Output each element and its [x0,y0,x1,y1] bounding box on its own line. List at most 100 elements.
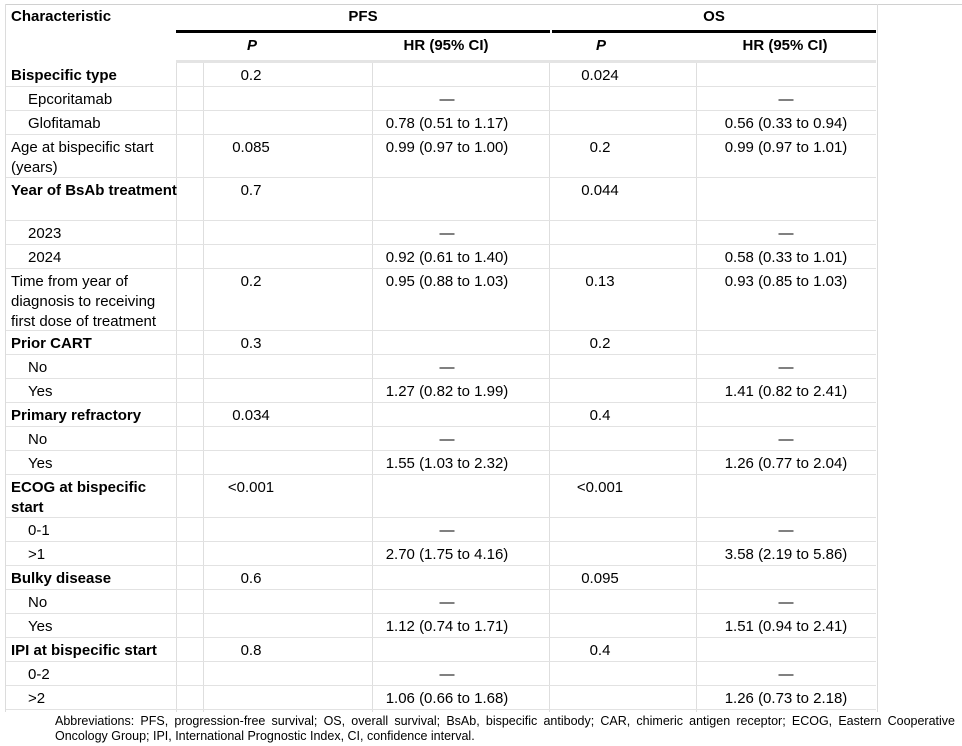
row-label: Year of BsAb treatment [11,182,177,199]
os-hazard-ratio: — [778,91,794,108]
row-label: Prior CART [11,335,92,352]
pfs-hazard-ratio: 0.95 (0.88 to 1.03) [385,273,509,290]
row-label: Glofitamab [28,115,101,132]
column-divider [549,63,550,712]
column-divider [176,63,177,712]
column-divider [696,63,697,712]
table-row: Bulky disease 0.6 0.095 [6,566,876,590]
os-hazard-ratio: 0.58 (0.33 to 1.01) [724,249,848,266]
pfs-hazard-ratio: — [439,666,455,683]
pfs-hazard-ratio: — [439,522,455,539]
row-label: No [28,359,48,376]
header-pfs: PFS [348,8,378,25]
row-label: Yes [28,618,53,635]
pfs-hazard-ratio: — [439,91,455,108]
pfs-hazard-ratio: 1.06 (0.66 to 1.68) [385,690,509,707]
row-label: No [28,594,48,611]
pfs-p-value: 0.2 [240,67,262,84]
header-characteristic: Characteristic [11,8,112,25]
os-p-value: <0.001 [576,479,624,496]
row-label: >2 [28,690,46,707]
row-label: Time from year of diagnosis to receiving… [11,273,157,330]
os-p-value: 0.024 [581,67,619,84]
pfs-hazard-ratio: 1.12 (0.74 to 1.71) [385,618,509,635]
table-row: Glofitamab 0.78 (0.51 to 1.17) 0.56 (0.33 … [6,111,876,135]
table-row: >1 2.70 (1.75 to 4.16) 3.58 (2.19 to 5.86) [6,542,876,566]
footnote: Abbreviations: PFS, progression-free sur… [55,714,955,743]
pfs-hazard-ratio: — [439,225,455,242]
table-frame [5,4,878,712]
os-hazard-ratio: 0.93 (0.85 to 1.03) [724,273,848,290]
table-row: No — — [6,355,876,379]
pfs-hazard-ratio: 1.55 (1.03 to 2.32) [385,455,509,472]
os-hazard-ratio: — [778,522,794,539]
header-pfs-hr: HR (95% CI) [403,37,489,54]
top-border [5,4,962,5]
row-label: Primary refractory [11,407,142,424]
table-row: >2 1.06 (0.66 to 1.68) 1.26 (0.73 to 2.18) [6,686,876,710]
table-row: 2023 — — [6,221,876,245]
pfs-hazard-ratio: 2.70 (1.75 to 4.16) [385,546,509,563]
os-p-value: 0.4 [589,642,611,659]
os-p-value: 0.13 [585,273,615,290]
pfs-p-value: 0.2 [240,273,262,290]
pfs-p-value: 0.8 [240,642,262,659]
table-row: Primary refractory 0.034 0.4 [6,403,876,427]
pfs-p-value: 0.085 [232,139,270,156]
pfs-p-value: 0.6 [240,570,262,587]
os-hazard-ratio: 0.56 (0.33 to 0.94) [724,115,848,132]
os-hazard-ratio: 0.99 (0.97 to 1.01) [724,139,848,156]
os-p-value: 0.2 [589,139,611,156]
table-row: 0-1 — — [6,518,876,542]
row-label: 0-2 [28,666,50,683]
os-p-value: 0.044 [581,182,619,199]
row-label: Yes [28,383,53,400]
os-hazard-ratio: 1.41 (0.82 to 2.41) [724,383,848,400]
table-row: 0-2 — — [6,662,876,686]
row-label: 2024 [28,249,62,266]
header-os-hr: HR (95% CI) [742,37,828,54]
os-hazard-ratio: 1.51 (0.94 to 2.41) [724,618,848,635]
row-label: Epcoritamab [28,91,113,108]
os-hazard-ratio: — [778,431,794,448]
row-label: >1 [28,546,46,563]
table-row: 2024 0.92 (0.61 to 1.40) 0.58 (0.33 to 1.0… [6,245,876,269]
pfs-p-value: 0.7 [240,182,262,199]
table-row: No — — [6,427,876,451]
table-row: Yes 1.55 (1.03 to 2.32) 1.26 (0.77 to 2.04… [6,451,876,475]
row-label: Age at bispecific start (years) [11,139,154,176]
column-divider [203,63,204,712]
header-os: OS [703,8,725,25]
os-hazard-ratio: — [778,594,794,611]
os-hazard-ratio: — [778,225,794,242]
pfs-hazard-ratio: — [439,594,455,611]
table-row: Year of BsAb treatment 0.7 0.044 [6,178,876,221]
column-divider [372,63,373,712]
os-p-value: 0.095 [581,570,619,587]
os-p-value: 0.2 [589,335,611,352]
pfs-hazard-ratio: 0.78 (0.51 to 1.17) [385,115,509,132]
row-label: No [28,431,48,448]
row-label: 0-1 [28,522,50,539]
row-label: Yes [28,455,53,472]
table-row: Time from year of diagnosis to receiving… [6,269,876,331]
pfs-hazard-ratio: 0.99 (0.97 to 1.00) [385,139,509,156]
table-row: IPI at bispecific start 0.8 0.4 [6,638,876,662]
pfs-hazard-ratio: — [439,359,455,376]
pfs-hazard-ratio: — [439,431,455,448]
os-hazard-ratio: 1.26 (0.73 to 2.18) [724,690,848,707]
pfs-p-value: 0.034 [232,407,270,424]
table-row: ECOG at bispecific start <0.001 <0.001 [6,475,876,518]
os-hazard-ratio: — [778,666,794,683]
os-group-rule [552,30,876,33]
table-row: Prior CART 0.3 0.2 [6,331,876,355]
row-label: IPI at bispecific start [11,642,157,659]
os-hazard-ratio: 3.58 (2.19 to 5.86) [724,546,848,563]
header-os-p: P [595,37,607,54]
pfs-hazard-ratio: 1.27 (0.82 to 1.99) [385,383,509,400]
os-hazard-ratio: 1.26 (0.77 to 2.04) [724,455,848,472]
os-hazard-ratio: — [778,359,794,376]
table-row: Age at bispecific start (years) 0.085 0.99… [6,135,876,178]
table-row: No — — [6,590,876,614]
